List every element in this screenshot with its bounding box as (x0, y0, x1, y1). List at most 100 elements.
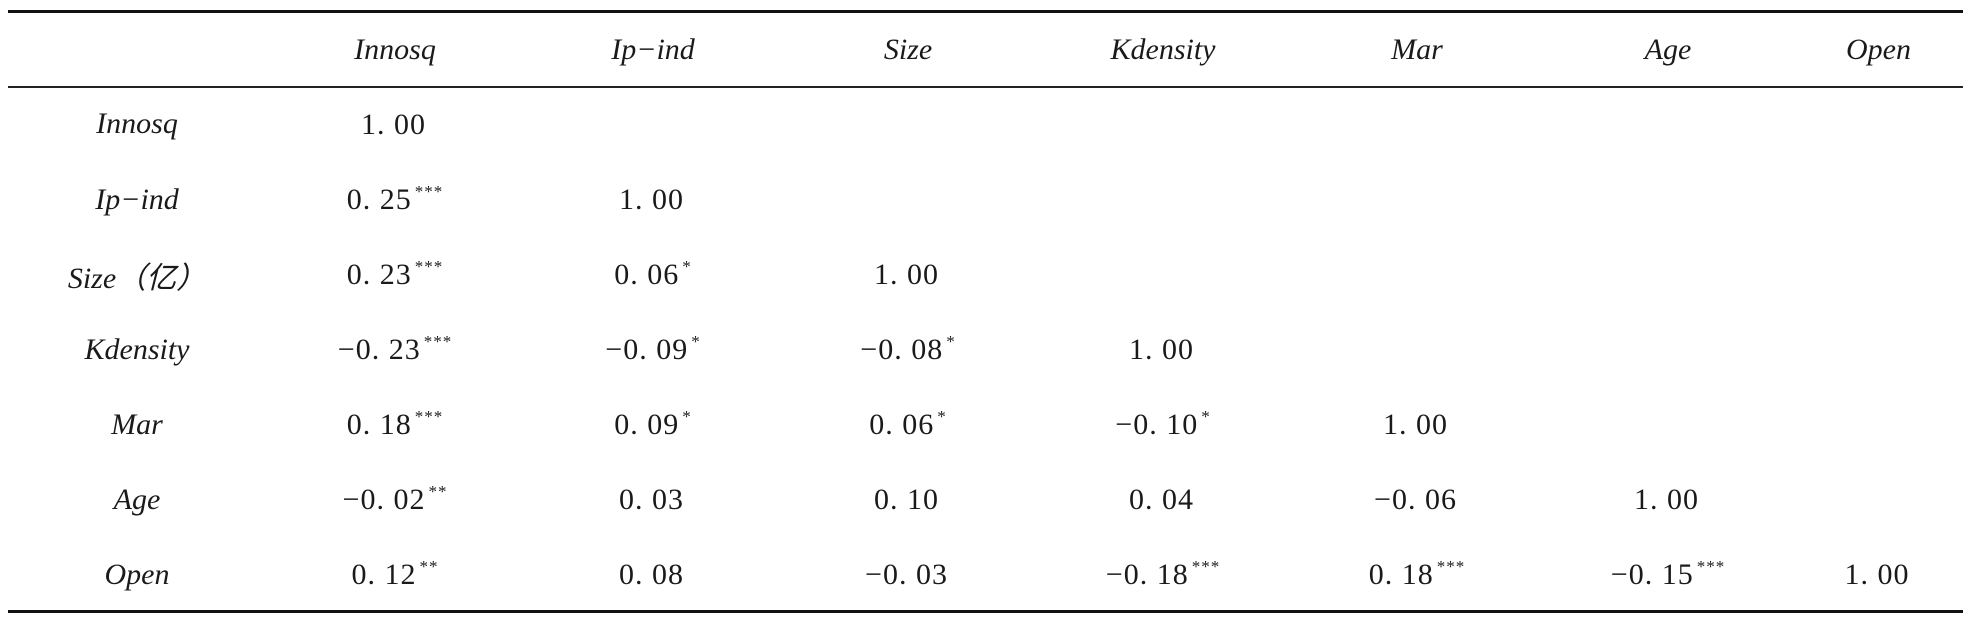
table-top-rule (8, 10, 1963, 13)
significance-marker: * (946, 332, 956, 351)
table-cell: −0. 10 * (1034, 387, 1292, 462)
row-label: Ip−ind (95, 182, 179, 216)
significance-marker: *** (423, 332, 453, 351)
significance-marker: * (937, 407, 947, 426)
table-cell (1542, 312, 1794, 387)
table-bottom-rule (8, 610, 1963, 613)
cell-value: −0. 18 (1105, 558, 1189, 591)
table-cell (1794, 237, 1963, 312)
significance-marker: *** (1191, 557, 1221, 576)
table-cell: 0. 03 (524, 462, 782, 537)
cell-value: 1. 00 (1844, 558, 1910, 591)
table-cell: −0. 08 * (782, 312, 1034, 387)
cell-value: 0. 06 (869, 408, 935, 441)
table-row: Open 0. 12 ** 0. 08 −0. 03 −0. 18 *** 0. 18 *** −… (8, 537, 1963, 612)
table-cell (1034, 86, 1292, 162)
table-row: Age −0. 02 ** 0. 03 0. 10 0. 04 −0. 06 1. 00 (8, 462, 1963, 537)
table-cell: 0. 06 * (782, 387, 1034, 462)
table-cell: 0. 23 *** (266, 237, 524, 312)
significance-marker: *** (414, 182, 444, 201)
table-cell (1542, 387, 1794, 462)
cell-value: 1. 00 (1383, 408, 1448, 441)
table-cell (1542, 86, 1794, 162)
significance-marker: *** (414, 257, 444, 276)
cell-value: 0. 08 (619, 558, 684, 591)
table-cell (1542, 237, 1794, 312)
header-age: Age (1644, 32, 1692, 66)
table-cell (782, 162, 1034, 237)
table-cell (1794, 162, 1963, 237)
table-row: Innosq 1. 00 (8, 86, 1963, 162)
cell-value: 0. 10 (874, 483, 939, 516)
header-innosq: Innosq (354, 32, 436, 66)
row-label: Open (104, 557, 170, 591)
cell-value: 1. 00 (874, 258, 939, 291)
significance-marker: * (1201, 407, 1211, 426)
significance-marker: ** (419, 557, 439, 576)
table-cell (1292, 162, 1542, 237)
cell-value: 1. 00 (1129, 333, 1194, 366)
table-cell (1794, 86, 1963, 162)
cell-value: −0. 15 (1610, 558, 1694, 591)
header-corner (8, 13, 266, 86)
significance-marker: * (682, 257, 692, 276)
cell-value: 1. 00 (1634, 483, 1699, 516)
table-cell: 0. 09 * (524, 387, 782, 462)
header-mar: Mar (1391, 32, 1443, 66)
cell-value: 0. 18 (1368, 558, 1434, 591)
header-ip-ind: Ip−ind (611, 32, 695, 66)
table-header-rule (8, 86, 1963, 88)
cell-value: 0. 06 (614, 258, 680, 291)
cell-value: −0. 02 (342, 483, 426, 516)
table-row: Mar 0. 18 *** 0. 09 * 0. 06 * −0. 10 * 1. 00 (8, 387, 1963, 462)
correlation-table: Innosq Ip−ind Size Kdensity Mar Age Open… (8, 13, 1963, 612)
table-row: Ip−ind 0. 25 *** 1. 00 (8, 162, 1963, 237)
significance-marker: * (691, 332, 701, 351)
cell-value: 0. 18 (346, 408, 412, 441)
header-open: Open (1846, 32, 1911, 66)
table-cell (1794, 387, 1963, 462)
cell-value: 0. 25 (346, 183, 412, 216)
cell-value: 0. 04 (1129, 483, 1194, 516)
table-cell (782, 86, 1034, 162)
cell-value: 0. 12 (351, 558, 417, 591)
significance-marker: *** (1696, 557, 1726, 576)
table-cell (524, 86, 782, 162)
significance-marker: *** (414, 407, 444, 426)
table-cell: 0. 25 *** (266, 162, 524, 237)
row-label: Age (113, 482, 161, 516)
table-cell: 0. 06 * (524, 237, 782, 312)
table-cell (1794, 462, 1963, 537)
header-row: Innosq Ip−ind Size Kdensity Mar Age Open (8, 13, 1963, 86)
row-label: Mar (111, 407, 163, 441)
table-cell (1542, 162, 1794, 237)
header-kdensity: Kdensity (1110, 32, 1216, 66)
cell-value: 0. 09 (614, 408, 680, 441)
table-cell (1292, 86, 1542, 162)
cell-value: 1. 00 (361, 107, 426, 141)
table-body: Innosq 1. 00 Ip−ind 0. 25 *** 1. 00 Size（亿） 0. … (8, 86, 1963, 612)
cell-value: 0. 03 (619, 483, 684, 516)
table-cell: 0. 18 *** (1292, 537, 1542, 612)
significance-marker: ** (428, 482, 448, 501)
cell-value: −0. 03 (865, 558, 948, 591)
table-row: Kdensity −0. 23 *** −0. 09 * −0. 08 * 1. 00 (8, 312, 1963, 387)
table-cell: −0. 02 ** (266, 462, 524, 537)
cell-value: 0. 23 (346, 258, 412, 291)
table-cell: −0. 09 * (524, 312, 782, 387)
table-row: Size（亿） 0. 23 *** 0. 06 * 1. 00 (8, 237, 1963, 312)
table-cell (1034, 237, 1292, 312)
table-cell: 1. 00 (266, 86, 524, 162)
cell-value: −0. 10 (1115, 408, 1199, 441)
header-size: Size (883, 32, 933, 66)
table-cell: −0. 03 (782, 537, 1034, 612)
cell-value: 1. 00 (619, 183, 684, 216)
significance-marker: * (682, 407, 692, 426)
table-cell: 1. 00 (782, 237, 1034, 312)
cell-value: −0. 09 (605, 333, 689, 366)
table-cell: 0. 10 (782, 462, 1034, 537)
table-cell (1794, 312, 1963, 387)
significance-marker: *** (1436, 557, 1466, 576)
table-cell: −0. 15 *** (1542, 537, 1794, 612)
row-label: Size（亿） (67, 261, 207, 295)
